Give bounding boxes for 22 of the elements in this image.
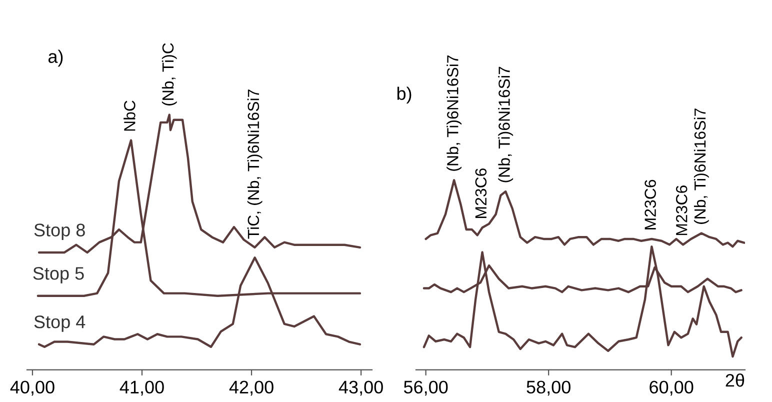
x-tick-label: 42,00 — [229, 380, 274, 396]
x-tick-label: 60,00 — [650, 380, 694, 396]
x-tick-label: 58,00 — [526, 380, 570, 396]
annotation: NbC — [124, 100, 136, 131]
annotation: M23C6 — [676, 186, 688, 236]
annotation: M23C6 — [644, 180, 656, 230]
annotation: (Nb, Ti)6Ni16Si7 — [694, 108, 709, 224]
annotation: (Nb, Ti)C — [162, 43, 177, 106]
x-tick-label: 40,00 — [10, 380, 54, 396]
series-label: Stop 8 — [34, 224, 85, 240]
series-label: Stop 5 — [33, 267, 84, 284]
x-tick-label: 56,00 — [404, 380, 448, 396]
x-axis-title: 2θ — [726, 373, 744, 387]
chart-title: a) — [48, 50, 63, 67]
chart-title: b) — [397, 86, 412, 104]
x-tick-label: 43,00 — [338, 380, 383, 396]
annotation: M23C6 — [475, 168, 487, 218]
annotation: (Nb, Ti)6Ni16Si7 — [446, 55, 462, 171]
x-tick-label: 41,00 — [120, 380, 164, 396]
series-label: Stop 4 — [34, 315, 86, 332]
annotation: (Nb, Ti)6Ni16Si7 — [498, 66, 514, 182]
annotation: TiC, (Nb, Ti)6Ni16Si7 — [247, 90, 262, 239]
